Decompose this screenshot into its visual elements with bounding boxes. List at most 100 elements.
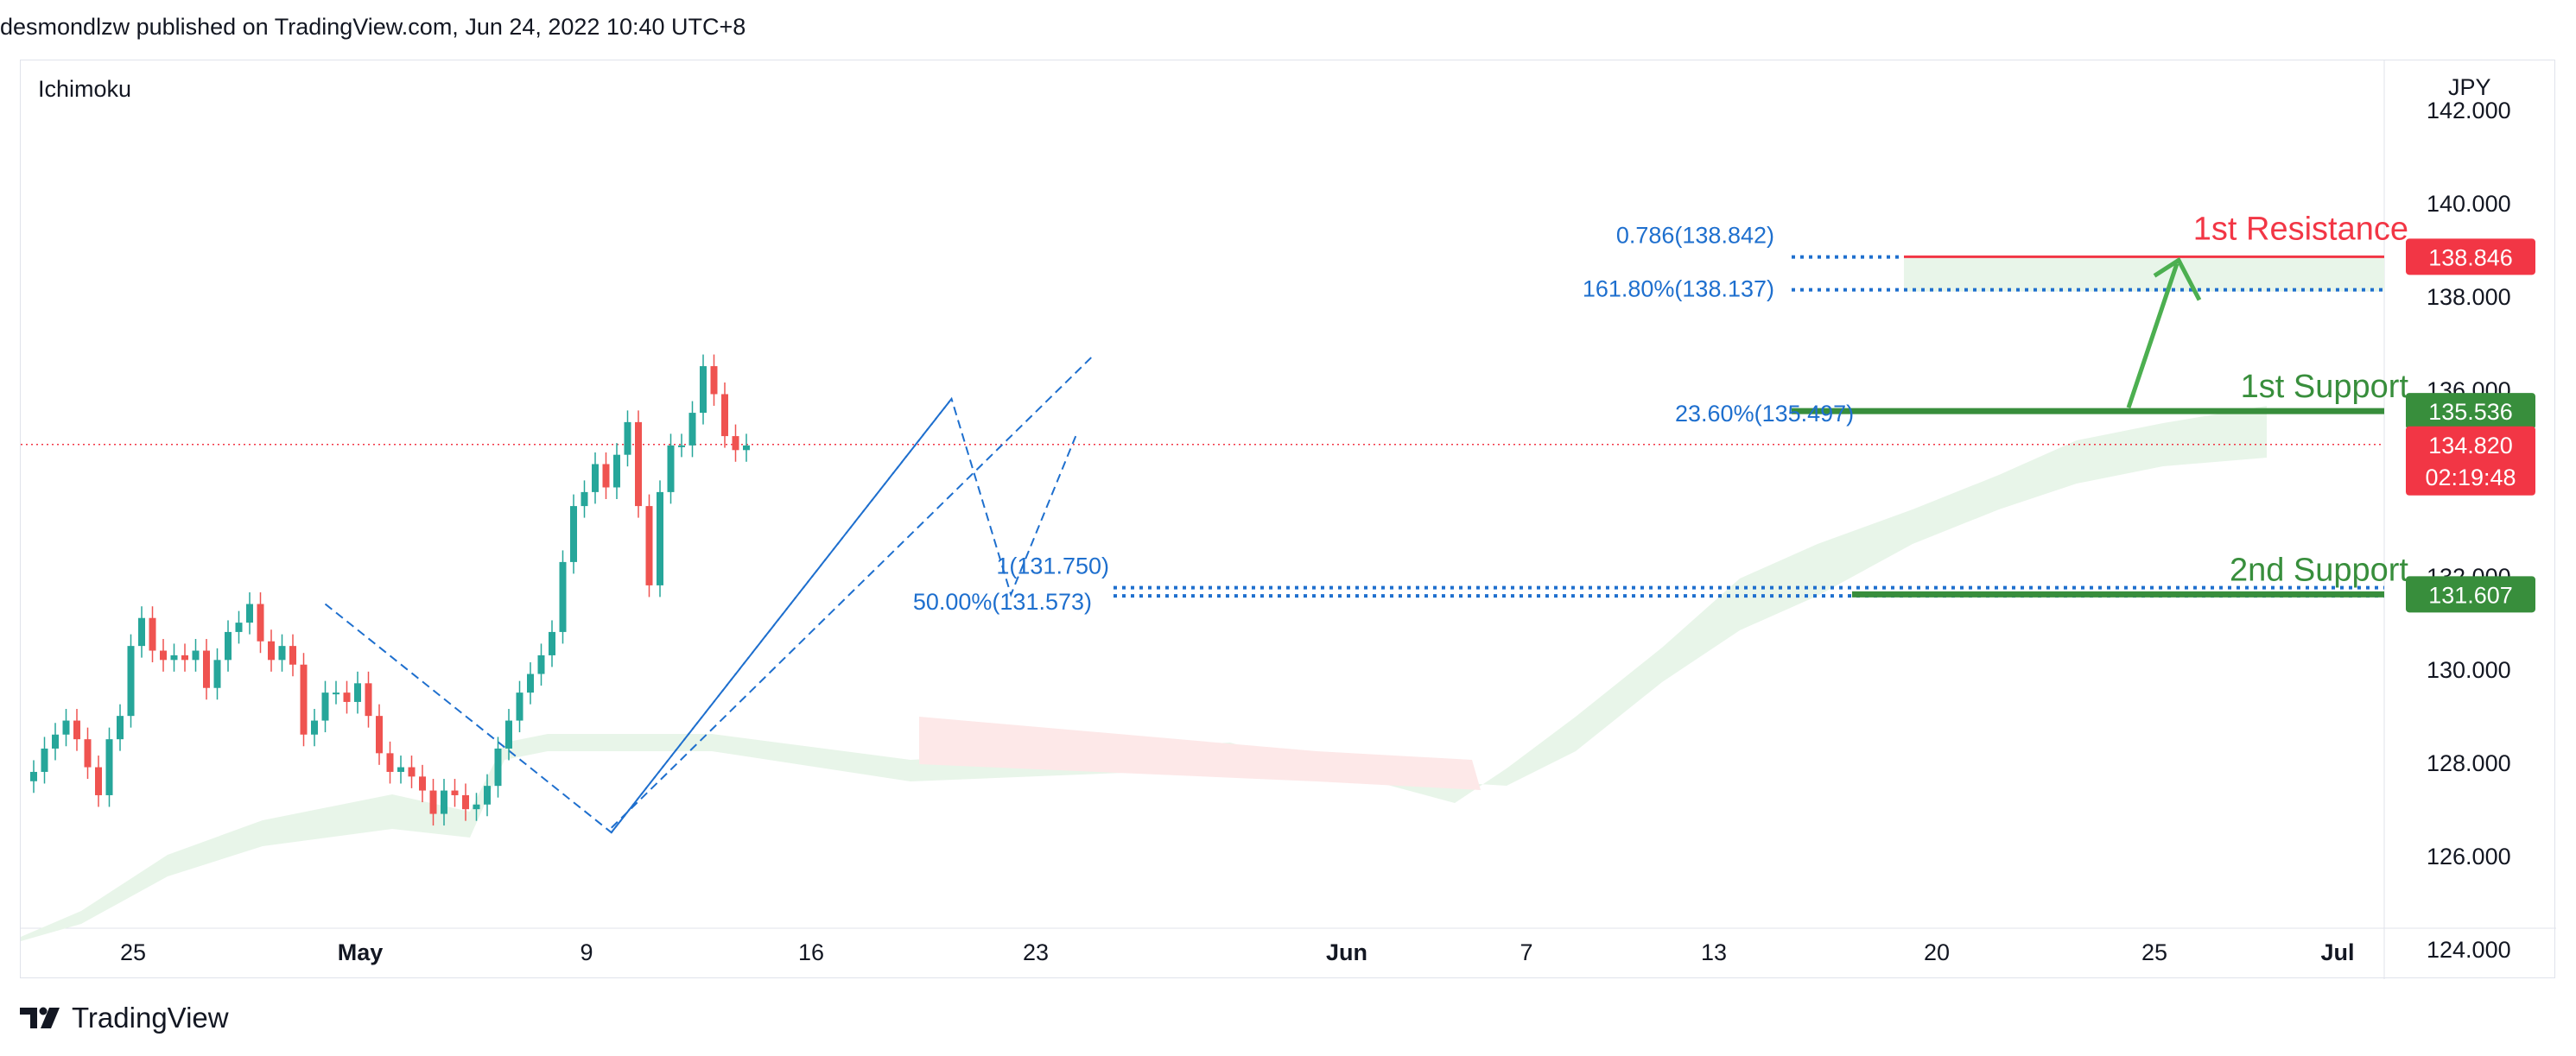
x-tick-label: 25 (120, 939, 146, 965)
candle-body (343, 692, 351, 702)
candle-body (333, 692, 339, 695)
x-tick-label: 9 (580, 939, 593, 965)
x-tick-label: May (338, 939, 384, 965)
candle-body (30, 771, 37, 781)
support-1-badge (2406, 393, 2535, 430)
candle-body (311, 720, 318, 735)
footer-brand: TradingView (20, 1002, 229, 1034)
candle-body (192, 650, 200, 661)
harmonic-channel-line (610, 398, 953, 833)
candle-body (581, 491, 588, 507)
fib-label: 161.80%(138.137) (1583, 276, 1774, 302)
candle-body (225, 631, 232, 661)
candle-body (473, 804, 480, 810)
y-tick-label: 142.000 (2427, 98, 2511, 123)
candle-body (138, 617, 145, 647)
candle-body (84, 739, 92, 768)
x-tick-label: 20 (1924, 939, 1950, 965)
candle-body (527, 673, 534, 693)
candle-body (257, 604, 264, 642)
price-chart[interactable]: 1st Resistance 1st Support 2nd Support 0.78… (21, 60, 2556, 979)
candle-body (203, 650, 210, 688)
candle-body (732, 436, 739, 451)
candle-body (462, 794, 469, 810)
candle-body (678, 445, 685, 447)
y-tick-label: 130.000 (2427, 657, 2511, 683)
candle-body (160, 650, 167, 661)
candle-body (688, 413, 696, 446)
candle-body (419, 776, 426, 791)
harmonic-leg-line (611, 356, 1093, 829)
candle-body (505, 720, 512, 749)
candle-body (397, 767, 404, 772)
candle-body (494, 748, 502, 787)
candle-body (429, 790, 437, 814)
candle-body (268, 641, 275, 661)
fib-label: 50.00%(131.573) (913, 589, 1092, 615)
candle-body (667, 445, 675, 492)
candle-body (170, 654, 178, 661)
candle-body (484, 786, 491, 805)
candle-body (117, 716, 124, 740)
candle-body (592, 464, 599, 492)
candle-body (73, 720, 80, 740)
y-tick-label: 128.000 (2427, 750, 2511, 776)
candle-body (408, 767, 416, 777)
candle-body (516, 692, 523, 721)
x-tick-label: 25 (2141, 939, 2167, 965)
support-2-label: 2nd Support (2230, 552, 2408, 588)
target-arrow-line (2126, 262, 2179, 408)
candle-body (41, 748, 48, 772)
candle-body (559, 561, 567, 632)
candle-body (105, 739, 113, 795)
candle-body (570, 506, 577, 562)
indicator-label: Ichimoku (38, 76, 131, 102)
target-arrow-head (2153, 256, 2202, 301)
candle-body (613, 454, 620, 488)
candle-body (700, 366, 707, 414)
candle-body (149, 617, 156, 651)
x-tick-label: 13 (1701, 939, 1727, 965)
candle-body (721, 394, 728, 437)
current-price-badge-countdown: 02:19:48 (2425, 465, 2516, 490)
current-price-badge-value: 134.820 (2428, 433, 2513, 458)
footer-brand-label: TradingView (72, 1002, 229, 1034)
x-tick-label: 23 (1023, 939, 1049, 965)
fib-label: 1(131.750) (996, 553, 1109, 579)
candle-body (710, 366, 718, 395)
candle-body (246, 604, 253, 623)
candle-body (645, 506, 653, 585)
candle-body (321, 692, 329, 721)
currency-label: JPY (2448, 74, 2491, 100)
candle-body (354, 683, 361, 702)
candle-body (235, 623, 243, 632)
candle-body (52, 734, 59, 749)
ichimoku-cloud-bearish (919, 717, 1481, 790)
candle-body (549, 631, 555, 655)
candle-body (289, 646, 296, 665)
candle-body (624, 421, 631, 455)
x-tick-label: 16 (798, 939, 824, 965)
support-1-label: 1st Support (2241, 369, 2409, 405)
y-tick-label: 140.000 (2427, 191, 2511, 217)
y-tick-label: 126.000 (2427, 844, 2511, 869)
chart-panel[interactable]: 1st Resistance 1st Support 2nd Support 0.78… (20, 60, 2556, 979)
candle-body (376, 716, 383, 754)
x-tick-label: Jun (1326, 939, 1367, 965)
support-1-badge-value: 135.536 (2428, 399, 2513, 425)
resistance-1-badge (2406, 238, 2535, 275)
candle-body (602, 464, 610, 488)
resistance-1-label: 1st Resistance (2193, 211, 2408, 247)
candle-body (300, 664, 308, 735)
candle-body (441, 790, 447, 814)
publisher-header: desmondlzw published on TradingView.com,… (0, 14, 746, 40)
harmonic-pattern-path (324, 396, 1077, 834)
candle-body (451, 790, 459, 795)
candle-body (386, 753, 394, 772)
ichimoku-cloud-bullish (21, 406, 2267, 941)
candle-body (127, 646, 135, 717)
x-tick-label: 7 (1520, 939, 1532, 965)
candle-body (365, 683, 372, 717)
y-tick-label: 124.000 (2427, 937, 2511, 963)
candle-body (743, 445, 750, 451)
